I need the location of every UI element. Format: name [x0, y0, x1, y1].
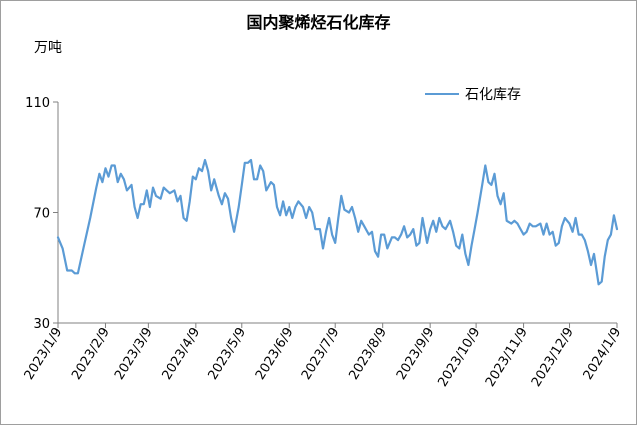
x-tick-label: 2023/7/9: [299, 325, 343, 382]
x-tick-label: 2023/1/9: [22, 325, 66, 382]
x-tick-label: 2024/1/9: [581, 325, 625, 382]
chart-title: 国内聚烯烃石化库存: [246, 13, 391, 32]
y-tick-label: 110: [25, 96, 50, 111]
y-tick-label: 30: [33, 317, 50, 332]
x-tick-label: 2023/8/9: [346, 325, 390, 382]
legend-label: 石化库存: [465, 87, 521, 103]
y-axis-unit-label: 万吨: [34, 40, 62, 56]
x-tick-label: 2023/3/9: [112, 325, 156, 382]
x-tick-label: 2023/4/9: [160, 325, 204, 382]
x-tick-label: 2023/2/9: [69, 325, 113, 382]
x-tick-label: 2023/5/9: [206, 325, 250, 382]
x-tick-label: 2023/10/9: [435, 325, 483, 389]
x-tick-label: 2023/9/9: [394, 325, 438, 382]
series-line: [56, 158, 619, 286]
y-tick-label: 70: [33, 207, 50, 222]
x-tick-label: 2023/6/9: [253, 325, 297, 382]
x-tick-label: 2023/12/9: [529, 325, 577, 389]
x-tick-label: 2023/11/9: [483, 325, 531, 389]
legend-line-swatch: [425, 93, 459, 95]
